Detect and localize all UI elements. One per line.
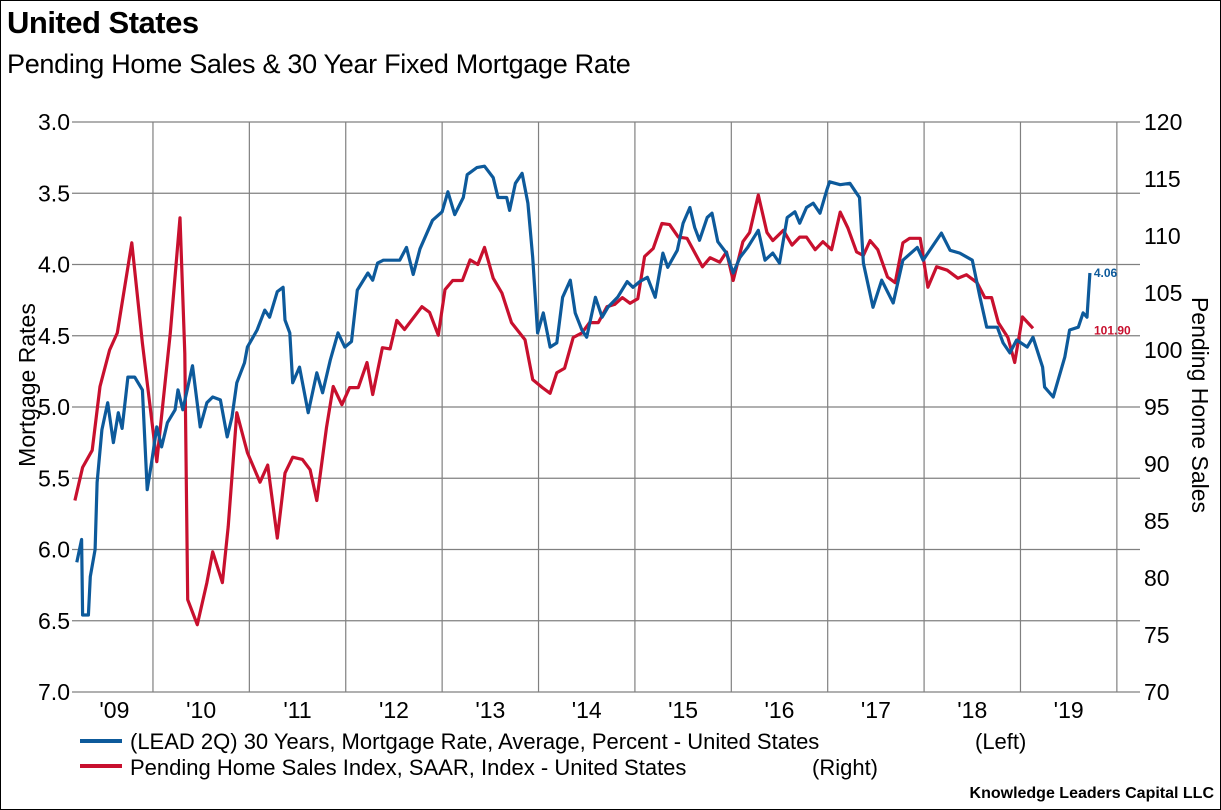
x-axis-ticks: '09 '10 '11 '12 '13 '14 '15 '16 '17 '18 '19 bbox=[99, 697, 1083, 723]
legend-label-sales: Pending Home Sales Index, SAAR, Index - … bbox=[130, 755, 686, 780]
legend-axis-sales: (Right) bbox=[812, 755, 878, 780]
legend-axis-mortgage: (Left) bbox=[975, 729, 1026, 754]
left-tick-label: 7.0 bbox=[38, 679, 70, 705]
chart-subtitle: Pending Home Sales & 30 Year Fixed Mortg… bbox=[7, 49, 631, 79]
legend-label-mortgage: (LEAD 2Q) 30 Years, Mortgage Rate, Avera… bbox=[130, 729, 819, 754]
x-tick-label: '09 bbox=[99, 697, 129, 723]
x-tick-label: '18 bbox=[957, 697, 987, 723]
right-axis-label: Pending Home Sales bbox=[1187, 297, 1213, 513]
x-tick-label: '13 bbox=[475, 697, 505, 723]
left-tick-label: 4.0 bbox=[38, 252, 70, 278]
series-lines bbox=[73, 164, 1092, 627]
credit-text: Knowledge Leaders Capital LLC bbox=[970, 785, 1215, 802]
x-tick-label: '14 bbox=[572, 697, 602, 723]
left-axis-label: Mortgage Rates bbox=[14, 303, 40, 467]
right-tick-label: 120 bbox=[1144, 109, 1182, 135]
right-tick-label: 105 bbox=[1144, 280, 1182, 306]
x-tick-label: '11 bbox=[283, 697, 311, 723]
gridlines bbox=[72, 121, 1140, 693]
left-tick-label: 6.0 bbox=[38, 537, 70, 563]
sales-line bbox=[73, 193, 1035, 627]
right-tick-label: 75 bbox=[1144, 622, 1170, 648]
mortgage-line bbox=[75, 164, 1092, 617]
left-tick-label: 5.0 bbox=[38, 394, 70, 420]
x-tick-label: '12 bbox=[379, 697, 409, 723]
left-tick-label: 6.5 bbox=[38, 608, 70, 634]
mortgage-last-value-label: 4.06 bbox=[1094, 266, 1118, 280]
x-tick-label: '10 bbox=[186, 697, 216, 723]
right-tick-label: 80 bbox=[1144, 565, 1170, 591]
right-tick-label: 90 bbox=[1144, 451, 1170, 477]
left-tick-label: 4.5 bbox=[38, 323, 70, 349]
right-tick-label: 115 bbox=[1144, 166, 1181, 192]
left-tick-label: 5.5 bbox=[38, 465, 70, 491]
x-tick-label: '17 bbox=[861, 697, 891, 723]
sales-last-value-label: 101.90 bbox=[1094, 323, 1131, 337]
left-tick-label: 3.0 bbox=[38, 109, 70, 135]
legend: (LEAD 2Q) 30 Years, Mortgage Rate, Avera… bbox=[80, 729, 1026, 780]
right-tick-label: 85 bbox=[1144, 508, 1170, 534]
right-tick-label: 70 bbox=[1144, 679, 1170, 705]
right-tick-label: 100 bbox=[1144, 337, 1182, 363]
right-tick-label: 95 bbox=[1144, 394, 1170, 420]
left-tick-label: 3.5 bbox=[38, 180, 70, 206]
x-tick-label: '19 bbox=[1054, 697, 1084, 723]
x-tick-label: '16 bbox=[765, 697, 795, 723]
right-axis-ticks: 70 75 80 85 90 95 100 105 110 115 120 bbox=[1144, 109, 1182, 705]
x-tick-label: '15 bbox=[668, 697, 698, 723]
chart-title: United States bbox=[7, 5, 199, 40]
left-axis-ticks: 3.0 3.5 4.0 4.5 5.0 5.5 6.0 6.5 7.0 bbox=[38, 109, 70, 705]
right-tick-label: 110 bbox=[1144, 223, 1181, 249]
